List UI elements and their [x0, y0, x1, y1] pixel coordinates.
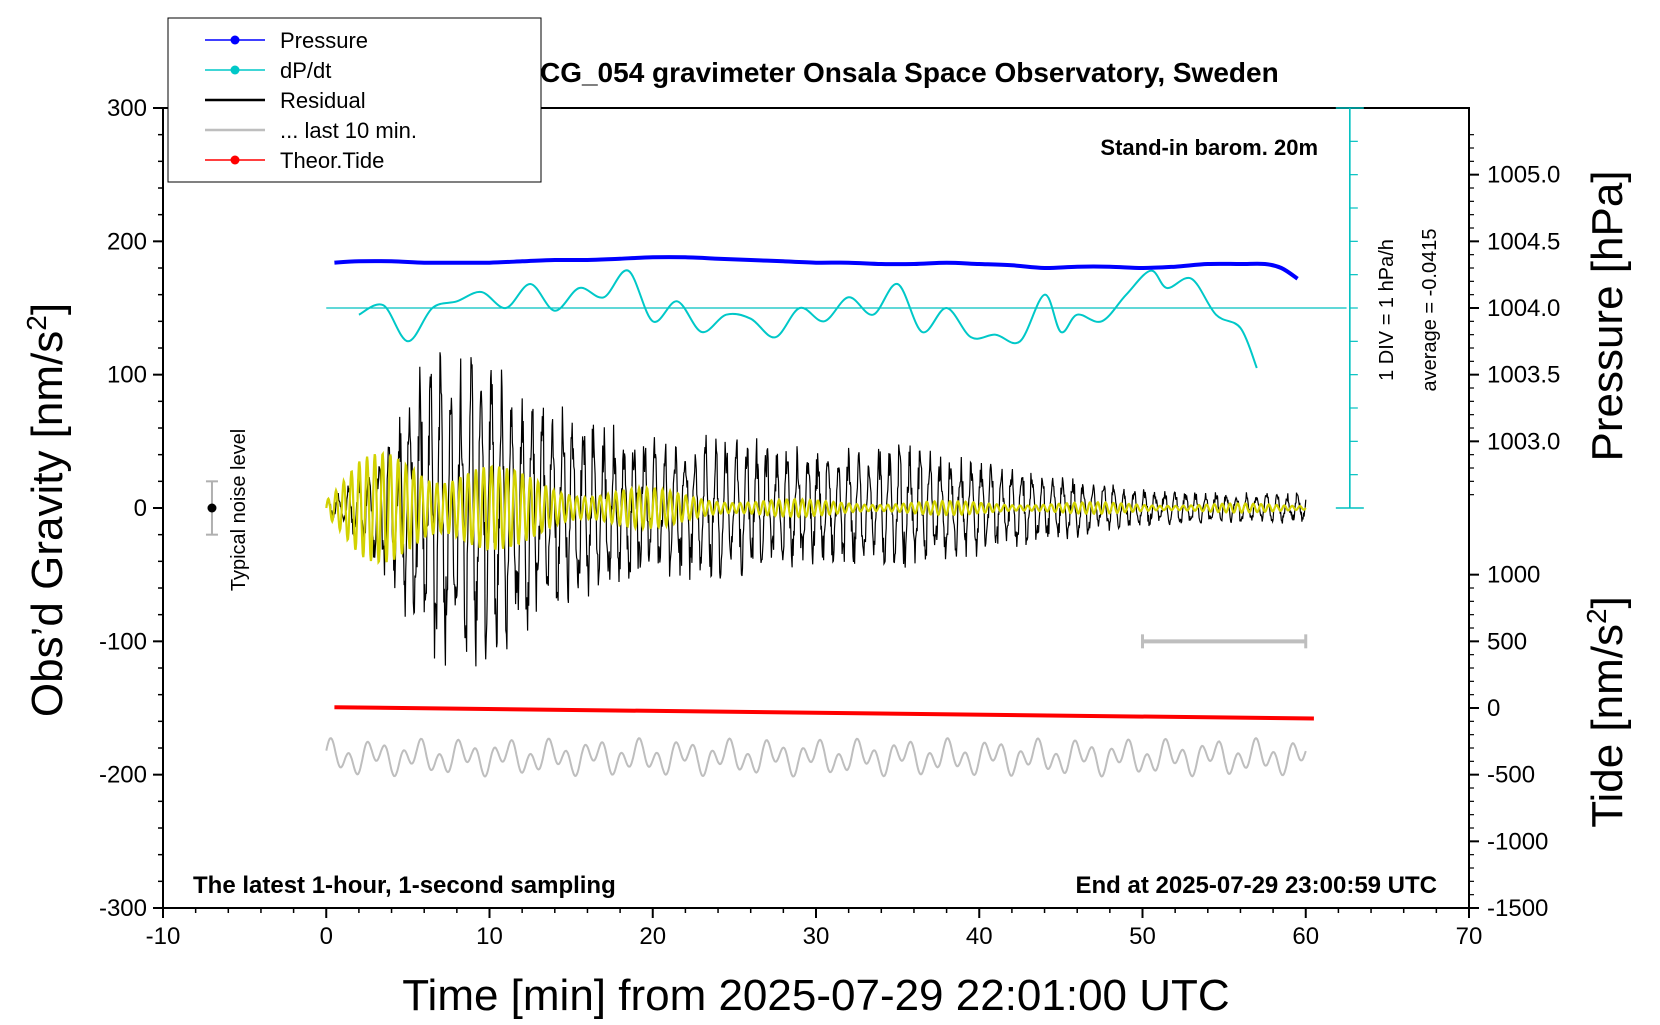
pressure-tick-label: 1004.5 — [1487, 228, 1560, 255]
station-note: Stand-in barom. 20m — [1100, 135, 1318, 160]
y-left-tick-label: 200 — [107, 228, 147, 255]
legend-marker-1 — [230, 65, 240, 75]
legend-marker-4 — [230, 155, 240, 165]
legend-label: ... last 10 min. — [280, 118, 417, 143]
series-layer — [325, 255, 1347, 778]
filtered-series-line — [325, 450, 1307, 566]
legend-label: Residual — [280, 88, 366, 113]
y-left-tick-label: 300 — [107, 95, 147, 122]
tide-tick-label: -1500 — [1487, 895, 1548, 922]
x-tick-label: 70 — [1456, 923, 1483, 950]
legend-marker-0 — [230, 35, 240, 45]
y-left-tick-label: -100 — [99, 628, 147, 655]
tide-tick-label: -500 — [1487, 762, 1535, 789]
pressure-tick-label: 1005.0 — [1487, 162, 1560, 189]
x-tick-label: 10 — [476, 923, 503, 950]
last-10-min-series-line — [325, 737, 1307, 778]
tide-tick-label: -1000 — [1487, 828, 1548, 855]
pressure-axis-title: Pressure [hPa] — [1583, 170, 1632, 461]
tide-tick-label: 0 — [1487, 695, 1500, 722]
x-tick-label: 50 — [1129, 923, 1156, 950]
legend-label: Theor.Tide — [280, 148, 384, 173]
tide-tick-label: 1000 — [1487, 562, 1540, 589]
x-tick-label: 20 — [639, 923, 666, 950]
x-tick-label: 0 — [320, 923, 333, 950]
tide-series-line — [334, 705, 1314, 721]
x-tick-label: 40 — [966, 923, 993, 950]
y-left-tick-label: 0 — [134, 495, 147, 522]
x-tick-label: -10 — [146, 923, 181, 950]
tide-tick-label: 500 — [1487, 628, 1527, 655]
annotation-layer: SCG_054 gravimeter Onsala Space Observat… — [21, 57, 1632, 1020]
tide-axis-title: Tide [nm/s2] — [1581, 596, 1632, 828]
residual-series-line — [325, 352, 1307, 667]
chart-title: SCG_054 gravimeter Onsala Space Observat… — [521, 57, 1278, 88]
noise-bar-dot — [207, 503, 217, 513]
noise-level-label: Typical noise level — [228, 429, 250, 591]
x-axis-title: Time [min] from 2025-07-29 22:01:00 UTC — [402, 971, 1229, 1020]
div-label: 1 DIV = 1 hPa/h — [1376, 239, 1398, 381]
legend-label: Pressure — [280, 28, 368, 53]
sampling-note: The latest 1-hour, 1-second sampling — [193, 872, 616, 899]
x-tick-label: 60 — [1292, 923, 1319, 950]
y-left-tick-label: -300 — [99, 895, 147, 922]
y-left-tick-label: 100 — [107, 362, 147, 389]
end-time-note: End at 2025-07-29 23:00:59 UTC — [1076, 872, 1438, 899]
average-label: average = -0.0415 — [1419, 229, 1441, 392]
y-axis-left-title: Obs’d Gravity [nm/s2] — [21, 303, 72, 717]
pressure-series-line — [334, 255, 1299, 281]
pressure-tick-label: 1004.0 — [1487, 295, 1560, 322]
pressure-tick-label: 1003.0 — [1487, 428, 1560, 455]
legend-label: dP/dt — [280, 58, 331, 83]
dpdt-series-line — [358, 269, 1258, 369]
y-left-tick-label: -200 — [99, 762, 147, 789]
pressure-tick-label: 1003.5 — [1487, 362, 1560, 389]
x-tick-label: 30 — [803, 923, 830, 950]
axes-layer: -10 0 10 20 30 40 50 60 703002001000-100-200-300… — [99, 95, 1560, 950]
legend: Pressure dP/dt Residual ... last 10 min. The… — [167, 17, 542, 183]
